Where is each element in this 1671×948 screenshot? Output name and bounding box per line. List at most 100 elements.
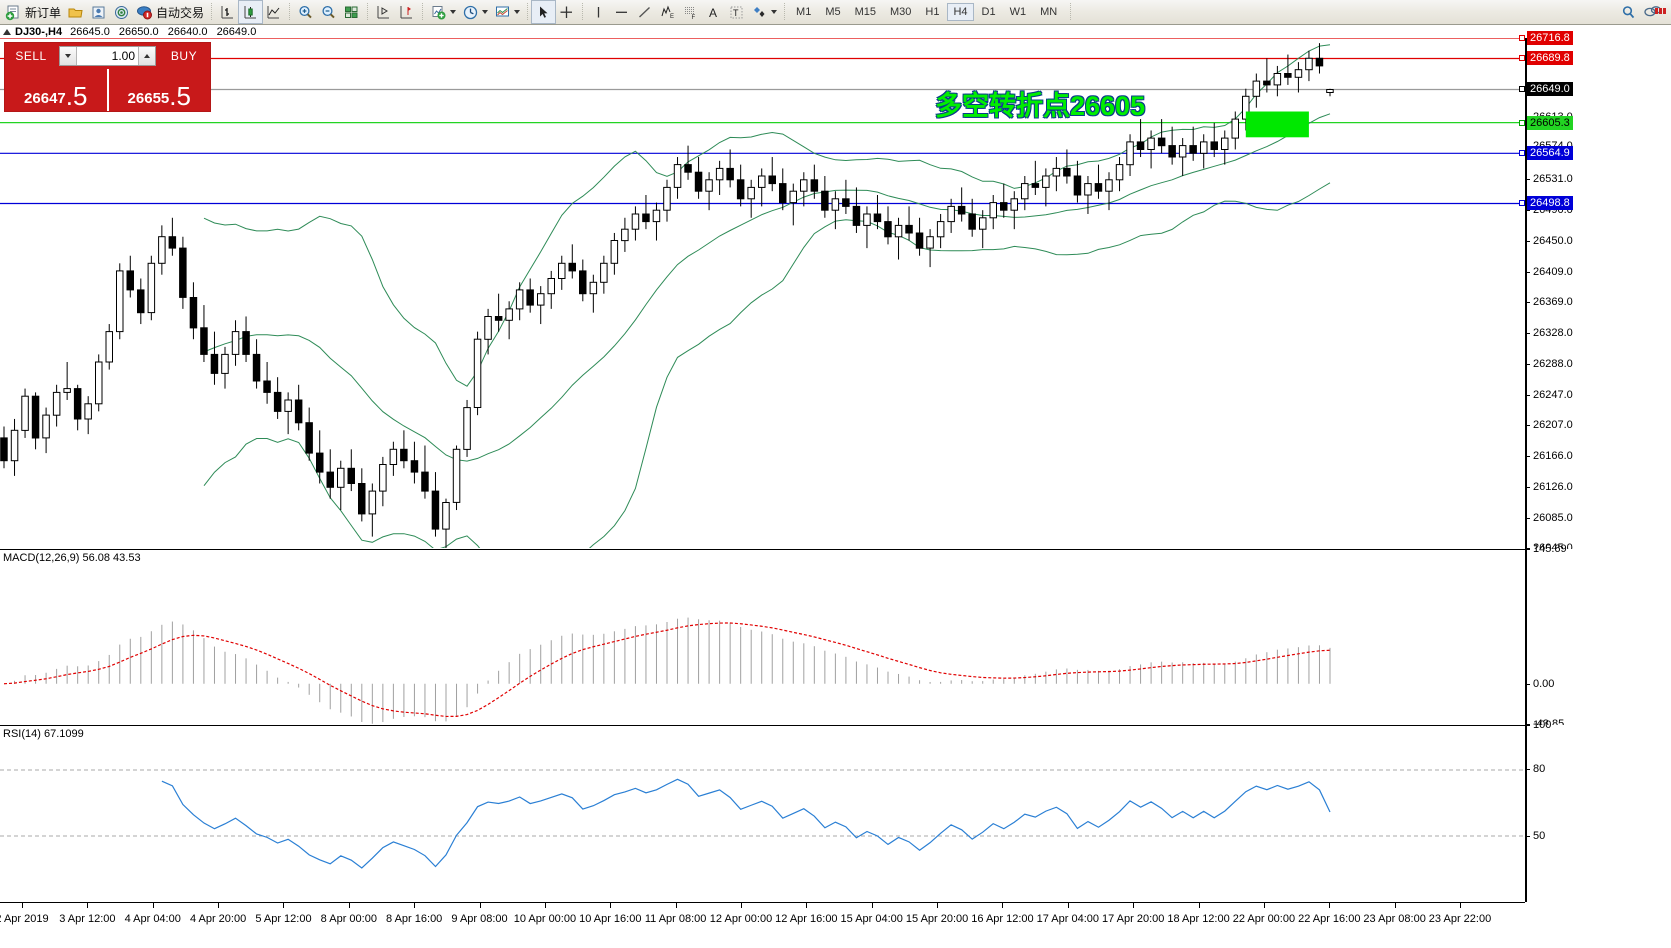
volume-stepper[interactable]: 1.00 bbox=[59, 46, 156, 66]
timeframe-m1[interactable]: M1 bbox=[796, 6, 812, 18]
zoom-out-button[interactable] bbox=[317, 1, 340, 23]
high-value: 26650.0 bbox=[118, 25, 159, 38]
elliott-wave-icon: E bbox=[659, 4, 676, 21]
autotrade-button[interactable]: 自动交易 bbox=[133, 1, 207, 23]
macd-axis-line bbox=[1525, 549, 1527, 724]
chart-annotation-text[interactable]: 多空转折点26605 bbox=[935, 91, 1146, 121]
horizontal-line-button[interactable] bbox=[610, 1, 633, 23]
volume-decrease-button[interactable] bbox=[60, 47, 77, 65]
cursor-button[interactable] bbox=[531, 0, 557, 24]
add-indicator-button[interactable] bbox=[427, 1, 459, 23]
price-scale[interactable]: 26716.826689.826649.026613.026605.326574… bbox=[1519, 31, 1671, 554]
candlestick-chart-button[interactable] bbox=[238, 0, 264, 24]
timeframe-m30[interactable]: M30 bbox=[890, 6, 912, 18]
price-level-tag[interactable]: 26649.0 bbox=[1527, 82, 1573, 97]
folder-button[interactable] bbox=[64, 1, 87, 23]
chevron-down-icon[interactable] bbox=[771, 10, 778, 14]
chevron-down-icon[interactable] bbox=[482, 10, 489, 14]
buy-button[interactable]: BUY bbox=[170, 49, 198, 63]
candle-body bbox=[505, 308, 513, 321]
scale-tick bbox=[1525, 179, 1530, 181]
timeframe-d1[interactable]: D1 bbox=[981, 6, 996, 18]
sell-button[interactable]: SELL bbox=[15, 49, 47, 63]
text-label-button[interactable]: T bbox=[725, 1, 748, 23]
chevron-down-icon[interactable] bbox=[450, 10, 457, 14]
period-button[interactable] bbox=[459, 1, 491, 23]
line-chart-button[interactable] bbox=[262, 1, 285, 23]
time-tick bbox=[1002, 903, 1004, 908]
candle-body bbox=[84, 403, 92, 420]
buy-price[interactable]: 26655 .5 bbox=[109, 69, 211, 111]
price-level-tag[interactable]: 26716.8 bbox=[1527, 31, 1573, 45]
text-button[interactable]: A bbox=[702, 1, 725, 23]
auto-scroll-button[interactable] bbox=[395, 1, 418, 23]
scale-label: 145.69 bbox=[1533, 543, 1567, 555]
network-button[interactable] bbox=[110, 1, 133, 23]
volume-value[interactable]: 1.00 bbox=[111, 49, 135, 63]
timeframe-m15[interactable]: M15 bbox=[854, 6, 876, 18]
main-toolbar: 新订单 bbox=[0, 0, 1671, 25]
candle-body bbox=[1094, 183, 1103, 192]
price-level-tag[interactable]: 26689.8 bbox=[1527, 51, 1573, 66]
shift-end-button[interactable] bbox=[372, 1, 395, 23]
candle-body bbox=[200, 327, 208, 355]
horizontal-line-icon bbox=[613, 4, 630, 21]
templates-button[interactable] bbox=[491, 1, 523, 23]
candle-body bbox=[126, 270, 134, 291]
network-icon bbox=[113, 4, 130, 21]
price-level-tag[interactable]: 26498.8 bbox=[1527, 196, 1573, 211]
price-chart-pane[interactable] bbox=[0, 38, 1525, 548]
elliott-wave-button[interactable]: E bbox=[656, 1, 679, 23]
timeframe-h4[interactable]: H4 bbox=[947, 3, 974, 21]
timeframe-mn[interactable]: MN bbox=[1040, 6, 1058, 18]
time-label: 17 Apr 20:00 bbox=[1101, 913, 1165, 925]
highlight-box[interactable] bbox=[1245, 111, 1309, 138]
shapes-button[interactable] bbox=[748, 1, 780, 23]
candle-body bbox=[1284, 73, 1292, 78]
candle-body bbox=[600, 262, 608, 283]
rsi-pane[interactable]: RSI(14) 67.1099 bbox=[0, 725, 1525, 902]
level-handle[interactable] bbox=[1519, 35, 1525, 41]
timeframe-w1[interactable]: W1 bbox=[1009, 6, 1027, 18]
candle-body bbox=[957, 205, 966, 215]
level-handle[interactable] bbox=[1519, 200, 1525, 207]
level-handle[interactable] bbox=[1519, 150, 1525, 157]
level-handle[interactable] bbox=[1519, 119, 1525, 126]
candle-body bbox=[1126, 141, 1134, 166]
candle-body bbox=[652, 209, 661, 223]
volume-increase-button[interactable] bbox=[138, 47, 155, 65]
timeframe-m5[interactable]: M5 bbox=[825, 6, 841, 18]
timeframe-h1[interactable]: H1 bbox=[925, 6, 940, 18]
sell-price[interactable]: 26647 .5 bbox=[5, 69, 109, 111]
candle-body bbox=[905, 224, 913, 234]
candle-body bbox=[558, 262, 566, 280]
buy-price-integer: 26655 bbox=[127, 90, 170, 107]
level-handle[interactable] bbox=[1519, 86, 1525, 93]
price-level-tag[interactable]: 26564.9 bbox=[1527, 146, 1573, 161]
vertical-line-button[interactable] bbox=[587, 1, 610, 23]
trendline-button[interactable] bbox=[633, 1, 656, 23]
candle-body bbox=[95, 361, 103, 405]
one-click-trading-panel[interactable]: SELL 1.00 BUY 26647 .5 26655 .5 bbox=[4, 42, 211, 112]
candle-body bbox=[747, 186, 755, 200]
profile-button[interactable] bbox=[87, 1, 110, 23]
rsi-scale[interactable]: 100 80 50 bbox=[1525, 719, 1671, 902]
zoom-in-button[interactable] bbox=[294, 1, 317, 23]
trade-panel-top-row: SELL 1.00 BUY bbox=[5, 43, 210, 69]
templates-icon bbox=[494, 4, 511, 21]
price-level-tag[interactable]: 26605.3 bbox=[1527, 115, 1573, 130]
macd-pane[interactable]: MACD(12,26,9) 56.08 43.53 bbox=[0, 549, 1525, 724]
macd-scale[interactable]: 145.69 0.00 -43.85 bbox=[1525, 543, 1671, 730]
time-label: 10 Apr 16:00 bbox=[579, 913, 642, 925]
crosshair-button[interactable] bbox=[555, 1, 578, 23]
time-axis[interactable]: 2 Apr 2019 3 Apr 12:00 4 Apr 04:00 4 Apr 20… bbox=[0, 902, 1525, 948]
new-order-button[interactable]: 新订单 bbox=[2, 1, 64, 23]
level-handle[interactable] bbox=[1519, 55, 1525, 62]
candle-body bbox=[1315, 57, 1324, 67]
scale-tick bbox=[1525, 240, 1530, 242]
fibonacci-button[interactable]: F bbox=[679, 1, 702, 23]
search-button[interactable] bbox=[1617, 1, 1640, 23]
bar-chart-button[interactable] bbox=[216, 1, 239, 23]
chevron-down-icon[interactable] bbox=[514, 10, 521, 14]
tile-windows-button[interactable] bbox=[340, 1, 363, 23]
